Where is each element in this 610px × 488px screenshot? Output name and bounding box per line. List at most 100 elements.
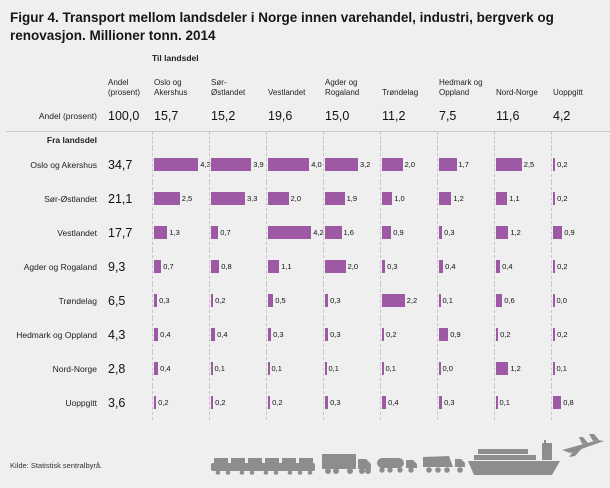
bar-value-label: 0,1 [328, 364, 339, 374]
bar-cell: 0,3 [266, 317, 323, 352]
bar-value-label: 0,3 [330, 398, 341, 408]
value-bar [154, 192, 180, 206]
bar-cell: 0,8 [551, 385, 608, 420]
value-bar [154, 294, 158, 308]
bar-value-label: 0,2 [557, 262, 568, 272]
bar-cell: 1,1 [494, 181, 551, 216]
column-share-value: 15,7 [154, 108, 179, 123]
column-header-line: Rogaland [325, 88, 360, 98]
column-header-line: Trøndelag [382, 88, 419, 98]
bar-value-label: 1,6 [343, 228, 354, 238]
bar-cell: 0,1 [323, 351, 380, 386]
bar-cell: 0,3 [380, 249, 437, 284]
bar-value-label: 0,2 [500, 330, 511, 340]
value-bar [211, 328, 216, 342]
row-share-value: 2,8 [108, 361, 126, 376]
bar-value-label: 0,4 [217, 330, 228, 340]
bar-cell: 2,0 [380, 147, 437, 182]
bar-value-label: 2,2 [406, 296, 418, 306]
row-label: Trøndelag [58, 295, 97, 306]
value-bar [325, 396, 329, 410]
value-bar [439, 192, 452, 206]
bar-cell: 0,2 [494, 317, 551, 352]
transport-matrix: Til landsdel Andel (prosent) Oslo og Aker… [0, 53, 610, 420]
value-bar [211, 294, 214, 308]
column-header: Oslo og Akershus [152, 78, 209, 101]
column-header: Hedmark og Oppland [437, 78, 494, 101]
bar-value-label: 2,0 [404, 160, 416, 170]
bar-cell: 0,4 [152, 317, 209, 352]
bar-value-label: 0,1 [556, 364, 567, 374]
bar-cell: 3,3 [209, 181, 266, 216]
bar-cell: 0,3 [323, 317, 380, 352]
bar-cell: 0,0 [551, 283, 608, 318]
value-bar [553, 260, 556, 274]
column-header-line: Oppland [439, 88, 470, 98]
value-bar [439, 158, 457, 172]
row-label: Hedmark og Oppland [16, 329, 97, 340]
value-bar [553, 192, 556, 206]
value-bar [382, 158, 403, 172]
bar-value-label: 0,3 [387, 262, 398, 272]
column-header-line: Hedmark og [439, 77, 483, 87]
share-header-line: (prosent) [108, 88, 141, 98]
bar-cell: 0,1 [266, 351, 323, 386]
bar-cell: 0,7 [152, 249, 209, 284]
value-bar [382, 294, 405, 308]
bar-cell: 0,9 [380, 215, 437, 250]
bar-value-label: 0,2 [215, 296, 226, 306]
bar-value-label: 0,1 [499, 398, 510, 408]
bar-value-label: 1,1 [281, 262, 292, 272]
bar-value-label: 0,3 [330, 296, 341, 306]
bar-value-label: 0,9 [450, 330, 461, 340]
bar-cell: 0,2 [152, 385, 209, 420]
bar-value-label: 2,5 [523, 160, 535, 170]
column-header-line: Uoppgitt [553, 88, 583, 98]
bar-cell: 4,2 [266, 215, 324, 250]
col-group-label: Til landsdel [152, 52, 199, 63]
value-bar [211, 192, 245, 206]
value-bar [211, 260, 220, 274]
column-header-line: Sør- [211, 77, 227, 87]
bar-cell: 2,2 [380, 283, 437, 318]
value-bar [325, 158, 358, 172]
row-label: Sør-Østlandet [44, 193, 97, 204]
value-bar [382, 328, 385, 342]
share-row-label: Andel (prosent) [38, 110, 97, 121]
value-bar [325, 362, 327, 376]
column-header: Nord-Norge [494, 88, 551, 100]
bar-value-label: 0,3 [330, 330, 341, 340]
bar-cell: 0,1 [380, 351, 437, 386]
bar-cell: 1,7 [437, 147, 494, 182]
value-bar [154, 396, 157, 410]
value-bar [154, 328, 159, 342]
bar-value-label: 0,4 [388, 398, 399, 408]
value-bar [268, 192, 289, 206]
bar-value-label: 1,3 [169, 228, 180, 238]
bar-cell: 1,0 [380, 181, 437, 216]
share-column-header: Andel (prosent) [106, 78, 152, 101]
bar-value-label: 0,2 [158, 398, 169, 408]
row-share-value: 4,3 [108, 327, 126, 342]
bar-cell: 4,0 [266, 147, 323, 182]
truck-icon [322, 454, 371, 474]
bar-value-label: 4,0 [311, 160, 322, 170]
bar-value-label: 1,1 [509, 194, 520, 204]
bar-value-label: 4,2 [313, 228, 324, 238]
bar-cell: 2,5 [152, 181, 209, 216]
value-bar [496, 158, 522, 172]
bar-value-label: 0,8 [563, 398, 574, 408]
value-bar [154, 158, 199, 172]
column-header-line: Østlandet [211, 88, 246, 98]
bar-value-label: 3,3 [247, 194, 258, 204]
bar-value-label: 1,2 [510, 228, 521, 238]
bar-cell: 0,2 [380, 317, 437, 352]
bar-cell: 0,6 [494, 283, 551, 318]
row-share-value: 34,7 [108, 157, 133, 172]
bar-value-label: 2,5 [181, 194, 193, 204]
bar-value-label: 2,0 [347, 262, 359, 272]
value-bar [439, 260, 444, 274]
bar-cell: 0,3 [437, 385, 494, 420]
row-share-value: 21,1 [108, 191, 133, 206]
